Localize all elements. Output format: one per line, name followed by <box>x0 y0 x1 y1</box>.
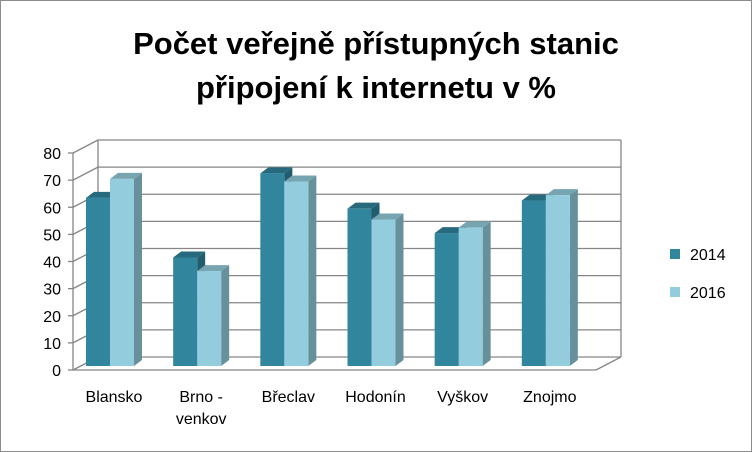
y-tick-label: 30 <box>43 282 61 299</box>
bar-side-2016 <box>569 189 578 366</box>
bar-2014 <box>434 233 459 366</box>
bar-side-2016 <box>308 175 317 366</box>
chart-title-line-2: připojení k internetu v % <box>196 70 556 105</box>
y-tick-label: 20 <box>43 309 61 326</box>
bar-top-2016 <box>458 221 491 228</box>
bar-2016 <box>284 181 309 366</box>
chart-title: Počet veřejně přístupných stanic připoje… <box>0 22 752 110</box>
y-tick-label: 80 <box>43 146 61 163</box>
x-tick-label: Břeclav <box>262 389 315 406</box>
bar-2014 <box>347 208 372 366</box>
x-tick-label: Hodonín <box>345 389 406 406</box>
legend-label-2016: 2016 <box>690 285 726 302</box>
x-tick-label: Blansko <box>86 389 143 406</box>
bar-side-2016 <box>482 221 491 366</box>
bar-2014 <box>86 197 110 366</box>
bar-side-2016 <box>221 265 230 366</box>
y-tick-label: 40 <box>43 255 61 272</box>
bar-top-2014 <box>260 167 293 174</box>
y-tick-label: 50 <box>43 227 61 244</box>
bar-2016 <box>110 178 134 366</box>
bar-top-2016 <box>197 265 230 272</box>
bar-top-2014 <box>173 251 206 258</box>
y-tick-label: 10 <box>43 336 61 353</box>
legend-label-2014: 2014 <box>690 247 726 264</box>
legend-swatch-2014 <box>670 249 680 259</box>
x-tick-label: venkov <box>176 411 227 428</box>
gridline-side <box>72 139 99 154</box>
bar-side-2016 <box>134 172 142 366</box>
x-tick-label: Znojmo <box>523 389 576 406</box>
bar-top-2016 <box>371 213 404 220</box>
bar-2016 <box>371 219 396 366</box>
y-tick-label: 0 <box>52 363 61 380</box>
bar-2016 <box>197 271 222 366</box>
bar-top-2016 <box>284 175 317 182</box>
floor-right-edge <box>595 356 622 371</box>
gridline-side <box>72 166 99 181</box>
y-tick-label: 70 <box>43 173 61 190</box>
bar-2014 <box>260 173 285 366</box>
chart-title-line-1: Počet veřejně přístupných stanic <box>133 26 619 61</box>
bar-top-2016 <box>545 189 578 196</box>
bar-top-2016 <box>110 172 142 179</box>
bar-top-2014 <box>347 202 380 209</box>
bar-side-2016 <box>395 213 404 366</box>
legend-swatch-2016 <box>670 287 680 297</box>
y-tick-label: 60 <box>43 200 61 217</box>
bar-2016 <box>545 195 570 366</box>
bar-2014 <box>521 200 546 366</box>
bar-2014 <box>173 257 198 366</box>
x-tick-label: Brno - <box>179 389 223 406</box>
bar-2016 <box>458 227 483 366</box>
x-tick-label: Vyškov <box>437 389 488 406</box>
